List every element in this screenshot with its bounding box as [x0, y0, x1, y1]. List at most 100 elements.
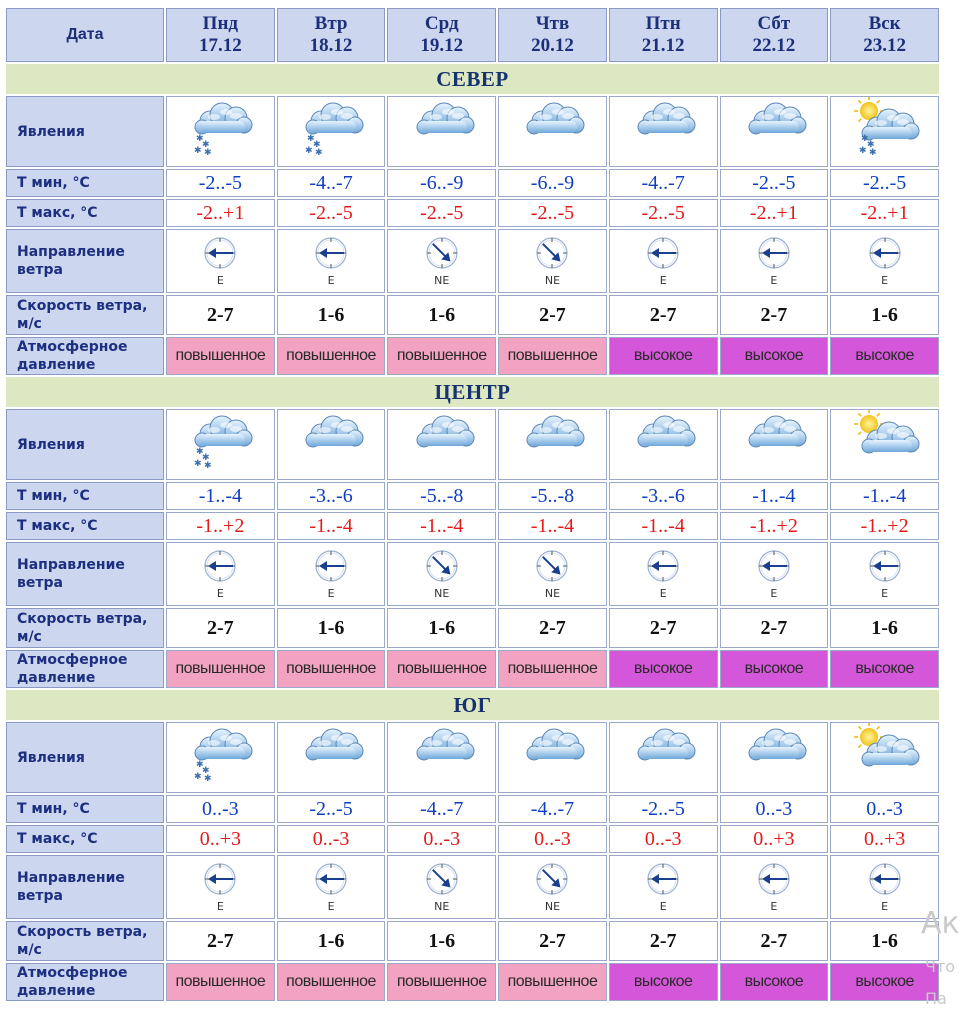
row-label-pressure: Атмосферное давление — [6, 963, 164, 1001]
cloud-icon — [637, 102, 696, 135]
row-label-phenomena: Явления — [6, 409, 164, 480]
tmin-cell: 0..-3 — [719, 795, 829, 823]
cloud-icon — [416, 102, 475, 135]
wind-direction-code: E — [881, 586, 889, 600]
day-column-header: Срд 19.12 — [387, 8, 497, 62]
day-date: 19.12 — [420, 35, 464, 56]
tmin-cell: -6..-9 — [498, 169, 607, 197]
svg-text:✱: ✱ — [204, 461, 212, 471]
weather-cell — [387, 409, 497, 480]
wind-direction-code: E — [881, 273, 889, 287]
tmax-cell: -2..-5 — [276, 199, 386, 227]
wind-direction-code: NE — [434, 899, 450, 913]
wind-speed-cell: 1-6 — [276, 921, 386, 961]
day-of-week: Срд — [424, 13, 459, 34]
wind-compass-icon — [758, 236, 790, 269]
wind-direction-row: Направление ветра E E NE NE E E E — [6, 855, 939, 919]
pressure-cell: повышенное — [276, 650, 386, 688]
weather-cell — [719, 722, 829, 793]
pressure-cell: повышенное — [276, 337, 386, 375]
wind-compass-icon — [426, 236, 458, 269]
wind-speed-row: Скорость ветра, м/с 2-7 1-6 1-6 2-7 2-7 2-7 1-6 — [6, 295, 939, 335]
wind-direction-cell: E — [608, 855, 718, 919]
wind-compass-icon — [204, 236, 236, 269]
pressure-cell: повышенное — [387, 337, 497, 375]
wind-compass-icon — [758, 549, 790, 582]
wind-speed-cell: 2-7 — [498, 295, 607, 335]
pressure-cell: высокое — [608, 650, 718, 688]
wind-speed-cell: 1-6 — [387, 921, 497, 961]
weather-cell — [498, 96, 607, 167]
watermark-line-2: Что — [925, 957, 956, 976]
region-header-row: ЮГ — [6, 690, 939, 720]
weather-cell — [608, 409, 718, 480]
wind-speed-cell: 1-6 — [276, 608, 386, 648]
svg-text:✱: ✱ — [315, 148, 323, 158]
wind-speed-cell: 1-6 — [387, 295, 497, 335]
weather-cell — [719, 409, 829, 480]
wind-compass-icon — [869, 862, 901, 895]
day-column-header: Сбт 22.12 — [719, 8, 829, 62]
wind-direction-cell: E — [719, 229, 829, 293]
wind-direction-cell: E — [830, 542, 939, 606]
wind-direction-code: NE — [434, 586, 450, 600]
pressure-cell: высокое — [608, 337, 718, 375]
tmax-cell: 0..+3 — [166, 825, 275, 853]
row-label-tmin: Т мин, °С — [6, 169, 164, 197]
watermark-line-3: Па — [925, 989, 947, 1008]
tmin-cell: -1..-4 — [719, 482, 829, 510]
row-label-tmin: Т мин, °С — [6, 482, 164, 510]
wind-direction-code: NE — [544, 899, 561, 913]
day-column-header: Вск 23.12 — [830, 8, 939, 62]
tmin-cell: 0..-3 — [166, 795, 275, 823]
wind-direction-cell: NE — [498, 855, 607, 919]
pressure-cell: повышенное — [166, 650, 275, 688]
tmax-cell: 0..+3 — [830, 825, 939, 853]
region-header-row: СЕВЕР — [6, 64, 939, 94]
cloud-icon — [748, 415, 807, 448]
svg-text:✱: ✱ — [859, 146, 867, 156]
wind-direction-cell: NE — [387, 229, 497, 293]
svg-text:✱: ✱ — [204, 774, 212, 784]
pressure-cell: повышенное — [166, 337, 275, 375]
weather-cell: ✱ ✱ ✱ ✱ — [166, 409, 275, 480]
wind-direction-cell: NE — [387, 855, 497, 919]
tmax-cell: -1..+2 — [166, 512, 275, 540]
tmin-row: Т мин, °С -1..-4 -3..-6 -5..-8 -5..-8 -3..-6-… — [6, 482, 939, 510]
pressure-cell: высокое — [608, 963, 718, 1001]
wind-speed-cell: 2-7 — [608, 921, 718, 961]
pressure-row: Атмосферное давление повышенное повышенное… — [6, 337, 939, 375]
row-label-tmax: Т макс, °С — [6, 199, 164, 227]
wind-direction-cell: E — [276, 542, 386, 606]
pressure-row: Атмосферное давление повышенное повышенное… — [6, 963, 939, 1001]
day-of-week: Пнд — [202, 13, 239, 34]
tmin-cell: -6..-9 — [387, 169, 497, 197]
wind-direction-code: E — [216, 899, 224, 913]
day-of-week: Вск — [868, 13, 901, 34]
wind-direction-code: NE — [434, 273, 450, 287]
wind-direction-code: E — [659, 273, 667, 287]
day-of-week: Чтв — [535, 13, 570, 34]
tmax-cell: -1..-4 — [608, 512, 718, 540]
wind-compass-icon — [647, 862, 679, 895]
tmin-cell: -2..-5 — [719, 169, 829, 197]
weather-cell — [276, 722, 386, 793]
pressure-cell: повышенное — [276, 963, 386, 1001]
svg-text:✱: ✱ — [204, 148, 212, 158]
cloud-icon — [526, 728, 585, 761]
wind-compass-icon — [204, 862, 236, 895]
cloud-icon — [305, 415, 364, 448]
weather-cell: ✱ ✱ ✱ ✱ — [276, 96, 386, 167]
wind-direction-code: E — [327, 273, 335, 287]
day-date: 18.12 — [309, 35, 353, 56]
wind-direction-code: E — [327, 899, 335, 913]
row-label-tmax: Т макс, °С — [6, 825, 164, 853]
tmax-cell: 0..-3 — [498, 825, 607, 853]
tmax-cell: 0..+3 — [719, 825, 829, 853]
svg-text:✱: ✱ — [307, 134, 315, 144]
row-label-wind-speed: Скорость ветра, м/с — [6, 608, 164, 648]
wind-direction-cell: E — [166, 855, 275, 919]
wind-direction-code: E — [216, 273, 224, 287]
sun-cloud-icon — [853, 409, 920, 454]
svg-text:✱: ✱ — [867, 140, 875, 150]
